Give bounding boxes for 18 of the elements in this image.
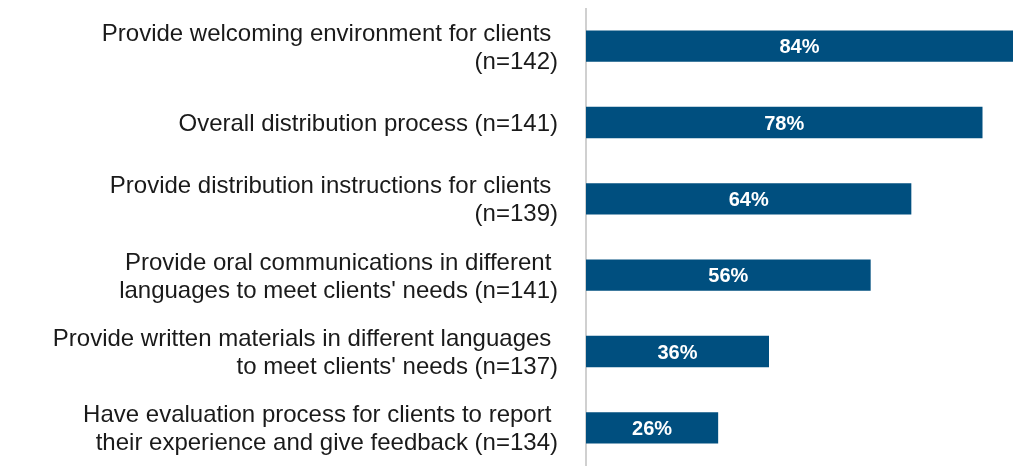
bar: [586, 183, 912, 215]
y-tick-label: Provide written materials in different languages to meet clients' needs (n=137): [52, 324, 558, 379]
y-tick-label: Have evaluation process for clients to report their experience and give feedback (n=134): [83, 400, 558, 456]
bar: [586, 106, 983, 139]
y-tick-label: Overall distribution process (n=141): [178, 109, 558, 136]
bar: [586, 259, 871, 291]
y-tick-label: Provide welcoming environment for clients (n=142): [101, 18, 558, 74]
data-label: 56%: [708, 264, 749, 287]
y-tick-label: Provide distribution instructions for clients (n=139): [109, 171, 558, 227]
data-label: 84%: [779, 35, 820, 58]
bar: [586, 412, 719, 444]
data-label: 64%: [728, 187, 769, 210]
bar: [586, 30, 1013, 62]
data-label: 36%: [657, 340, 698, 363]
bar: [586, 335, 769, 368]
data-label: 26%: [632, 416, 673, 439]
data-label: 78%: [764, 111, 805, 134]
y-tick-label: Provide oral communications in different languages to meet clients' needs (n=141): [119, 247, 558, 303]
